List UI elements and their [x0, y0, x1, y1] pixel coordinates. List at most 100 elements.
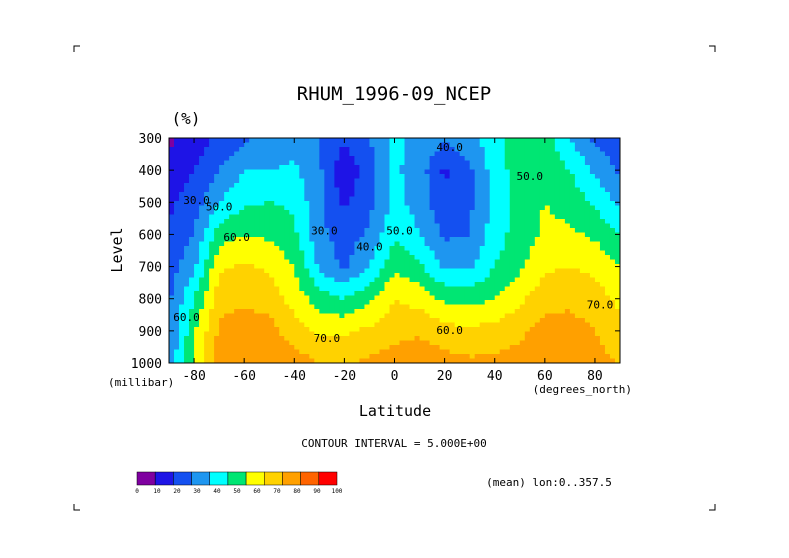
field-cell [394, 268, 401, 274]
field-cell [339, 295, 345, 301]
field-cell [289, 286, 295, 292]
field-cell [174, 156, 180, 162]
field-cell [399, 282, 406, 288]
field-cell [434, 196, 441, 202]
field-cell [549, 246, 556, 252]
field-cell [469, 187, 476, 193]
field-cell [514, 286, 521, 292]
field-cell [349, 151, 356, 157]
field-cell [554, 354, 561, 360]
field-cell [444, 327, 451, 333]
field-cell [299, 246, 305, 252]
x-tick-label: -20 [333, 369, 356, 384]
field-cell [294, 259, 300, 265]
field-cell [599, 151, 606, 157]
field-cell [529, 156, 536, 162]
field-cell [259, 160, 265, 166]
field-cell [484, 300, 491, 306]
field-cell [269, 286, 275, 292]
field-cell [184, 309, 190, 315]
field-cell [594, 174, 601, 180]
field-cell [594, 309, 601, 315]
field-cell [449, 354, 456, 360]
field-cell [309, 268, 315, 274]
field-cell [569, 232, 576, 238]
field-cell [449, 255, 456, 261]
field-cell [194, 349, 200, 355]
field-cell [559, 295, 566, 301]
field-cell [244, 322, 250, 328]
field-cell [199, 147, 205, 153]
field-cell [574, 318, 581, 324]
field-cell [259, 178, 265, 184]
field-cell [489, 340, 496, 346]
field-cell [429, 345, 436, 351]
field-cell [239, 336, 245, 342]
field-cell [524, 228, 531, 234]
field-cell [424, 309, 431, 315]
field-cell [604, 165, 611, 171]
field-cell [349, 300, 356, 306]
field-cell [239, 142, 245, 148]
field-cell [584, 223, 591, 229]
field-cell [329, 331, 335, 337]
field-cell [239, 282, 245, 288]
field-cell [589, 196, 596, 202]
field-cell [434, 142, 441, 148]
field-cell [329, 322, 335, 328]
field-cell [369, 142, 376, 148]
field-cell [289, 147, 295, 153]
field-cell [184, 228, 190, 234]
field-cell [534, 169, 541, 175]
field-cell [204, 250, 210, 256]
field-cell [249, 255, 255, 261]
field-cell [559, 291, 566, 297]
field-cell [194, 192, 200, 198]
field-cell [544, 259, 551, 265]
field-cell [204, 273, 210, 279]
field-cell [344, 340, 350, 346]
field-cell [314, 340, 320, 346]
field-cell [574, 295, 581, 301]
field-cell [579, 169, 586, 175]
field-cell [194, 210, 200, 216]
field-cell [239, 268, 245, 274]
field-cell [469, 232, 476, 238]
field-cell [564, 160, 571, 166]
field-cell [564, 147, 571, 153]
field-cell [289, 268, 295, 274]
field-cell [469, 259, 476, 265]
field-cell [594, 264, 601, 270]
field-cell [534, 147, 541, 153]
field-cell [604, 291, 611, 297]
field-cell [459, 340, 466, 346]
field-cell [549, 264, 556, 270]
field-cell [289, 228, 295, 234]
field-cell [459, 237, 466, 243]
field-cell [194, 241, 200, 247]
field-cell [479, 151, 486, 157]
field-cell [584, 291, 591, 297]
field-cell [204, 201, 210, 207]
field-cell [174, 165, 180, 171]
field-cell [584, 336, 591, 342]
field-cell [574, 277, 581, 283]
field-cell [279, 201, 285, 207]
field-cell [554, 142, 561, 148]
field-cell [299, 255, 305, 261]
field-cell [294, 322, 300, 328]
field-cell [554, 201, 561, 207]
field-cell [434, 138, 441, 144]
field-cell [569, 331, 576, 337]
field-cell [339, 142, 345, 148]
field-cell [269, 304, 275, 310]
field-cell [444, 286, 451, 292]
field-cell [494, 295, 501, 301]
field-cell [414, 210, 421, 216]
field-cell [584, 322, 591, 328]
field-cell [529, 160, 536, 166]
field-cell [364, 282, 371, 288]
field-cell [329, 273, 335, 279]
field-cell [289, 345, 295, 351]
field-cell [389, 228, 396, 234]
